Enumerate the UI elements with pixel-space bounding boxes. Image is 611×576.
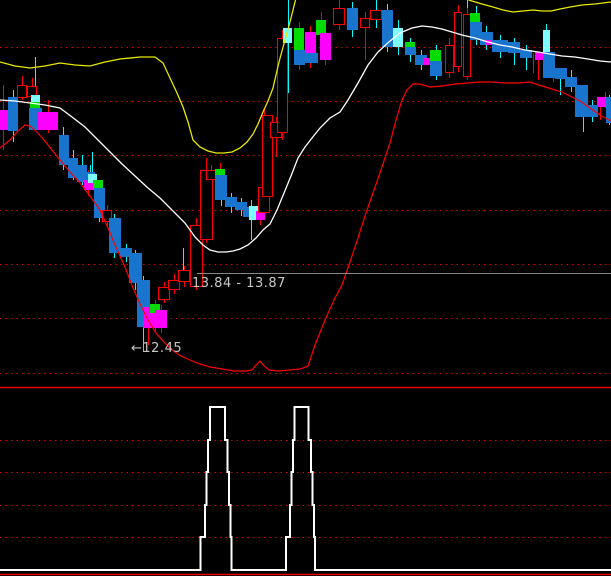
candle-up-hollow (158, 287, 170, 300)
candle-body (405, 42, 415, 47)
candle-body (215, 175, 227, 200)
candle-up-hollow (370, 10, 382, 20)
candle-body (492, 40, 508, 52)
candle-body (565, 77, 577, 87)
candle-up-hollow (463, 14, 471, 77)
candle-up-hollow (445, 45, 454, 73)
candle-up-hollow (360, 18, 370, 28)
candle-body (423, 58, 431, 65)
candle-body (470, 13, 480, 22)
main-chart-pane[interactable] (0, 0, 611, 387)
candle-body (0, 110, 8, 130)
candle-body (88, 174, 97, 183)
candle-up-hollow (17, 85, 27, 98)
candle-body (305, 32, 316, 53)
candle-body (520, 50, 532, 58)
candle-body (243, 207, 253, 217)
bollinger-middle-band-line (0, 25, 611, 253)
candle-body (294, 28, 304, 50)
candle-body (597, 97, 607, 107)
candle-body (283, 28, 292, 43)
candle-body (256, 211, 265, 220)
sub-indicator-pane[interactable] (0, 388, 611, 576)
candle-body (8, 97, 18, 131)
candle-body (320, 33, 331, 60)
candle-body (120, 248, 132, 257)
candle-body (294, 50, 305, 65)
candle-body (305, 53, 318, 63)
low-price-annotation: ←12.45 (131, 341, 183, 356)
bollinger-upper-band-line (0, 0, 611, 154)
candle-body (249, 206, 259, 220)
candle-body (225, 197, 237, 207)
candle-up-hollow (178, 270, 190, 282)
candle-body (129, 253, 142, 283)
candle-body (382, 10, 393, 47)
candle-body (393, 28, 403, 47)
candle-body (606, 97, 611, 123)
candle-body (543, 30, 550, 52)
candle-body (415, 55, 427, 65)
candle-body (38, 112, 58, 130)
candle-body (587, 105, 598, 117)
candle-up-hollow (454, 12, 462, 67)
bollinger-lower-band-line (0, 81, 611, 372)
candle-body (316, 20, 326, 35)
candle-body (430, 61, 442, 76)
candle-body (109, 218, 121, 253)
candle-up-hollow (333, 8, 345, 25)
pulse-signal-line (0, 406, 611, 571)
candle-body (30, 102, 40, 110)
candle-body (215, 169, 225, 175)
price-range-annotation: 13.84 - 13.87 (192, 276, 286, 291)
candle-body (150, 304, 160, 313)
candle-body (575, 85, 588, 117)
candle-body (430, 50, 441, 61)
candle-body (94, 188, 105, 218)
candle-body (68, 158, 78, 178)
candle-body (347, 8, 358, 30)
candle-up-hollow (277, 38, 288, 133)
candle-body (93, 180, 103, 190)
candle-body (31, 95, 40, 104)
candle-body (543, 52, 555, 78)
candle-body (470, 22, 482, 40)
candle-up-hollow (262, 115, 273, 197)
candle-body (535, 52, 544, 60)
candle-body (405, 47, 416, 55)
candle-body (59, 135, 69, 165)
candle-up-hollow (168, 280, 180, 290)
candle-body (84, 180, 93, 190)
candle-body (235, 202, 247, 210)
candle-body (77, 165, 87, 182)
candle-body (155, 310, 167, 328)
candle-body (555, 68, 567, 79)
